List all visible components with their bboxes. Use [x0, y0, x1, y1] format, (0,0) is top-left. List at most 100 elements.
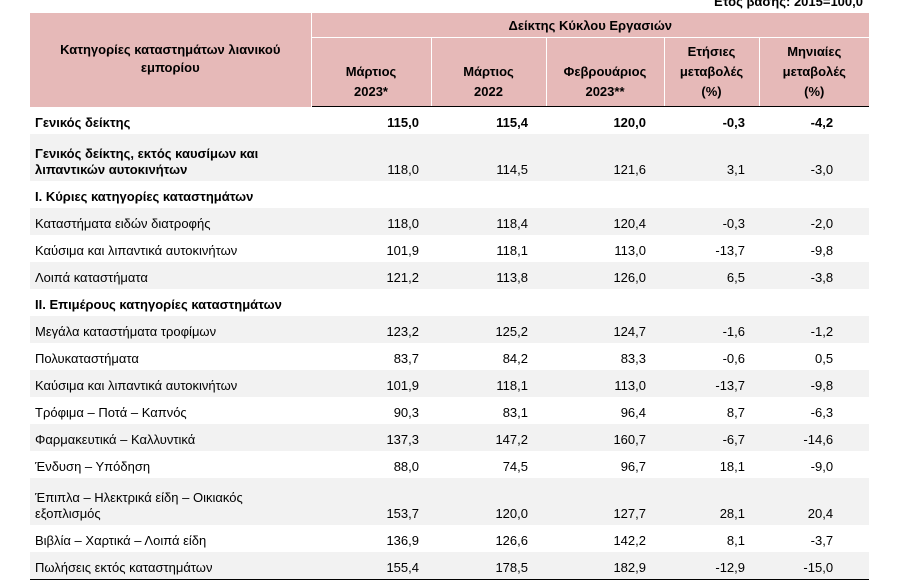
cell-march-2023: 121,2 [311, 262, 431, 289]
cell-february-2023: 96,4 [620, 405, 646, 420]
cell-monthly-change: -6,3 [810, 405, 834, 420]
cell-march-2022: 118,4 [431, 208, 546, 235]
cell-annual-change: -0,6 [722, 351, 745, 366]
col-header-line: (%) [701, 84, 722, 99]
cell-march-2023: 83,7 [393, 351, 419, 366]
col-header-line: 2023* [354, 84, 388, 99]
col-header-monthly-change: Μηνιαίες μεταβολές (%) [759, 37, 870, 107]
table-row: Τρόφιμα – Ποτά – Καπνός 90,3 83,1 96,4 8… [30, 397, 869, 424]
col-header-line: Μηνιαίες [787, 44, 842, 59]
cell-february-2023: 96,7 [620, 459, 646, 474]
col-header-march-2023: Μάρτιος 2023* [311, 37, 432, 107]
cell-annual-change: 8,1 [726, 533, 745, 548]
category-column-header: Κατηγορίες καταστημάτων λιανικού εμπορίο… [30, 13, 312, 107]
col-header-line: 2023** [585, 84, 625, 99]
cell-monthly-change: -14,6 [759, 424, 870, 451]
cell-march-2023: 88,0 [393, 459, 419, 474]
table-row-general-index: Γενικός δείκτης 115,0 115,4 120,0 -0,3 -… [30, 107, 869, 135]
col-header-march-2022: Μάρτιος 2022 [431, 37, 547, 107]
cell-march-2022: 83,1 [502, 405, 528, 420]
cell-february-2023: 120,4 [546, 208, 664, 235]
cell-march-2022: 74,5 [502, 459, 528, 474]
table-row: Πωλήσεις εκτός καταστημάτων 155,4 178,5 … [30, 552, 870, 580]
cell-annual-change: -13,7 [664, 370, 759, 397]
category-header-line2: εμπορίου [140, 60, 200, 75]
cell-march-2023: 137,3 [311, 424, 431, 451]
col-header-february-2023: Φεβρουάριος 2023** [546, 37, 665, 107]
cell-monthly-change: -2,0 [759, 208, 870, 235]
cell-march-2023: 155,4 [311, 552, 431, 580]
cell-february-2023: 120,0 [613, 115, 646, 130]
section-label: II. Επιμέρους κατηγορίες καταστημάτων [35, 297, 282, 312]
cell-monthly-change: -1,2 [759, 316, 870, 343]
row-label: Καταστήματα ειδών διατροφής [30, 208, 311, 235]
cell-march-2022: 120,0 [431, 478, 546, 525]
cell-annual-change: 6,5 [664, 262, 759, 289]
col-header-line: Ετήσιες [687, 44, 736, 59]
retail-turnover-table: Κατηγορίες καταστημάτων λιανικού εμπορίο… [30, 13, 870, 580]
cell-annual-change: 3,1 [664, 134, 759, 181]
cell-monthly-change: -9,8 [810, 243, 834, 258]
cell-monthly-change: -4,2 [810, 115, 834, 130]
cell-february-2023: 124,7 [546, 316, 664, 343]
cell-annual-change: -0,3 [664, 208, 759, 235]
cell-march-2023: 118,0 [311, 208, 431, 235]
row-label: Καύσιμα και λιπαντικά αυτοκινήτων [30, 370, 311, 397]
category-header-line1: Κατηγορίες καταστημάτων λιανικού [60, 42, 281, 57]
table-header: Κατηγορίες καταστημάτων λιανικού εμπορίο… [30, 13, 870, 107]
cell-march-2022: 126,6 [495, 533, 528, 548]
row-label: Βιβλία – Χαρτικά – Λοιπά είδη [35, 533, 207, 548]
row-label-line: λιπαντικών αυτοκινήτων [35, 162, 188, 177]
cell-february-2023: 126,0 [546, 262, 664, 289]
cell-march-2022: 113,8 [431, 262, 546, 289]
table-row: Καύσιμα και λιπαντικά αυτοκινήτων 101,9 … [30, 370, 870, 397]
cell-march-2022: 118,1 [496, 243, 528, 258]
col-header-line: Φεβρουάριος [563, 64, 647, 79]
table-row: Έπιπλα – Ηλεκτρικά είδη – Οικιακός εξοπλ… [30, 478, 870, 525]
cell-march-2023: 115,0 [387, 115, 419, 130]
cell-february-2023: 127,7 [546, 478, 664, 525]
row-label: Πωλήσεις εκτός καταστημάτων [30, 552, 311, 580]
cell-march-2023: 101,9 [386, 243, 419, 258]
row-label-line: Γενικός δείκτης, εκτός καυσίμων και [35, 146, 259, 161]
cell-annual-change: -6,7 [664, 424, 759, 451]
col-header-line: μεταβολές [782, 64, 846, 79]
table-row: Ένδυση – Υπόδηση 88,0 74,5 96,7 18,1 -9,… [30, 451, 869, 478]
row-label-line: εξοπλισμός [35, 506, 101, 521]
cell-annual-change: 8,7 [726, 405, 745, 420]
cell-annual-change: -1,6 [664, 316, 759, 343]
cell-annual-change: 28,1 [664, 478, 759, 525]
cell-march-2022: 125,2 [431, 316, 546, 343]
cell-march-2023: 118,0 [311, 134, 431, 181]
cell-march-2022: 118,1 [431, 370, 546, 397]
col-header-line: (%) [804, 84, 825, 99]
row-label: Ένδυση – Υπόδηση [35, 459, 151, 474]
row-label: Φαρμακευτικά – Καλλυντικά [30, 424, 311, 451]
row-label: Έπιπλα – Ηλεκτρικά είδη – Οικιακός εξοπλ… [30, 478, 311, 525]
table-body: Γενικός δείκτης 115,0 115,4 120,0 -0,3 -… [30, 107, 870, 580]
cell-march-2022: 114,5 [431, 134, 546, 181]
section-label: I. Κύριες κατηγορίες καταστημάτων [35, 189, 254, 204]
cell-monthly-change: -15,0 [759, 552, 870, 580]
col-header-line: Μάρτιος [463, 64, 514, 79]
cell-march-2022: 178,5 [431, 552, 546, 580]
col-header-line: 2022 [474, 84, 503, 99]
row-label: Γενικός δείκτης, εκτός καυσίμων και λιπα… [30, 134, 311, 181]
row-label-line: Έπιπλα – Ηλεκτρικά είδη – Οικιακός [35, 490, 243, 505]
table-row: Βιβλία – Χαρτικά – Λοιπά είδη 136,9 126,… [30, 525, 869, 552]
cell-monthly-change: -3,7 [810, 533, 834, 548]
table-row: Φαρμακευτικά – Καλλυντικά 137,3 147,2 16… [30, 424, 870, 451]
cell-march-2023: 136,9 [386, 533, 419, 548]
table-row: Καταστήματα ειδών διατροφής 118,0 118,4 … [30, 208, 870, 235]
cell-february-2023: 113,0 [546, 370, 664, 397]
row-label: Λοιπά καταστήματα [30, 262, 311, 289]
table-row-general-index-excl-fuel: Γενικός δείκτης, εκτός καυσίμων και λιπα… [30, 134, 870, 181]
row-label: Τρόφιμα – Ποτά – Καπνός [35, 405, 187, 420]
cell-march-2022: 115,4 [496, 115, 528, 130]
row-label: Καύσιμα και λιπαντικά αυτοκινήτων [35, 243, 238, 258]
cell-march-2023: 90,3 [393, 405, 419, 420]
cell-annual-change: 18,1 [719, 459, 745, 474]
cell-february-2023: 83,3 [620, 351, 646, 366]
row-label: Μεγάλα καταστήματα τροφίμων [30, 316, 311, 343]
col-header-line: Μάρτιος [345, 64, 397, 79]
